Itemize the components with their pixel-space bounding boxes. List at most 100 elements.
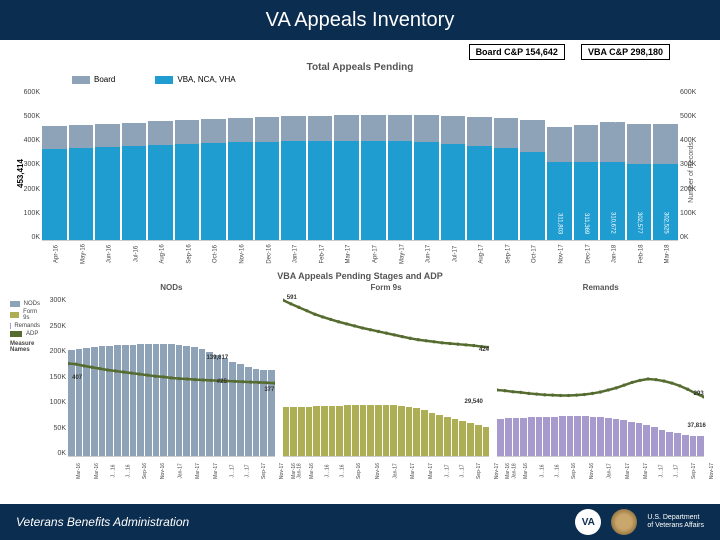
line-annotation: 29,540: [465, 399, 483, 405]
panel-bar: [505, 418, 512, 456]
panel-bar: [605, 418, 612, 456]
panel-bar: [222, 358, 229, 456]
line-annotation: 293: [694, 391, 704, 397]
legend-label: Remands: [14, 323, 40, 329]
legend-label: VBA, NCA, VHA: [177, 75, 235, 84]
line-annotation: 37,816: [687, 423, 705, 429]
legend-item: Board: [72, 75, 115, 84]
panel-bar: [206, 352, 213, 456]
panel-bar: [613, 419, 620, 456]
panel-bar: [628, 422, 635, 456]
x-tick-label: Mar-18: [655, 242, 677, 267]
bottom-y-axis: 300K250K200K150K100K50K0K: [38, 297, 66, 457]
panel-bar: [68, 350, 75, 456]
top-chart-title: Total Appeals Pending: [8, 62, 712, 73]
panel-bar: [383, 405, 390, 456]
bar-annotation: 157,347: [609, 101, 615, 123]
panel-bar: [398, 406, 405, 456]
bottom-legend: NODsForm 9sRemandsADPMeasure Names: [10, 301, 40, 353]
panel-bar: [559, 416, 566, 456]
bar-segment-vba: [42, 149, 67, 240]
legend-label: ADP: [26, 331, 38, 337]
panel-bar: [99, 346, 106, 456]
bar-column: [148, 89, 173, 240]
bar-segment-board: [148, 121, 173, 145]
page-footer: Veterans Benefits Administration VA U.S.…: [0, 504, 720, 540]
bar-segment-vba: [281, 141, 306, 240]
panel-bar: [459, 421, 466, 456]
bar-annotation: 158,716: [663, 101, 669, 123]
panel-bar: [352, 405, 359, 456]
footer-logos: VA U.S. Departmentof Veterans Affairs: [575, 509, 704, 535]
panel-bar: [191, 347, 198, 456]
bar-column: [281, 89, 306, 240]
panel-title: NODs: [68, 283, 275, 295]
panel-plot: [283, 297, 490, 457]
x-tick-label: May-17: [389, 242, 411, 267]
bar-segment-vba: [228, 142, 253, 240]
legend-swatch-icon: [155, 76, 173, 84]
top-chart: BoardVBA, NCA, VHA 453,414 600K500K400K3…: [42, 75, 678, 263]
bar-segment-board: [600, 122, 625, 162]
bar-segment-board: [334, 115, 359, 141]
bar-column: [42, 89, 67, 240]
bar-column: [494, 89, 519, 240]
x-tick-label: Dec-16: [256, 242, 278, 267]
line-annotation: 591: [287, 295, 297, 301]
panel-bar: [429, 413, 436, 456]
line-annotation: #25: [217, 379, 227, 385]
bar-segment-vba: [388, 141, 413, 240]
x-tick-label: Aug-16: [150, 242, 172, 267]
panel-bar: [690, 436, 697, 456]
bar-column: [388, 89, 413, 240]
x-tick-label: May-16: [70, 242, 92, 267]
x-tick-label: Nov-16: [229, 242, 251, 267]
y-tick: 600K: [680, 89, 708, 96]
top-x-labels: Apr-16May-16Jun-16Jul-16Aug-16Sep-16Oct-…: [42, 243, 678, 265]
line-annotation: 407: [72, 375, 82, 381]
panel-bar: [367, 405, 374, 456]
panel-bar: [467, 423, 474, 456]
panel-bar: [497, 419, 504, 456]
panel-bar: [475, 425, 482, 456]
panel-bar: [643, 425, 650, 456]
panel-bar: [91, 347, 98, 456]
panel-bar: [336, 406, 343, 456]
bar-segment-board: [494, 118, 519, 148]
x-tick-label: Oct-17: [522, 242, 544, 267]
line-annotation: 139,617: [206, 355, 228, 361]
panel-bar: [375, 405, 382, 456]
y-tick: 0K: [12, 234, 40, 241]
bar-column: 158,716302,525: [653, 89, 678, 240]
panel-bar: [543, 417, 550, 456]
bar-segment-vba: [467, 146, 492, 240]
bar-segment-board: [388, 115, 413, 142]
bar-column: 157,347310,672: [600, 89, 625, 240]
panel-bar: [483, 427, 490, 456]
panel-bar: [245, 367, 252, 456]
panel-title: Remands: [497, 283, 704, 295]
bar-annotation: 302,577: [636, 212, 642, 234]
panel-bar: [406, 407, 413, 456]
x-tick-label: Feb-18: [628, 242, 650, 267]
panel-bar: [268, 370, 275, 456]
panel-bar: [390, 405, 397, 456]
bar-column: 137,341311,803: [547, 89, 572, 240]
y-tick: 0K: [680, 234, 708, 241]
x-tick-label: Sep-16: [176, 242, 198, 267]
panel-bar: [290, 407, 297, 456]
panel-x-labels: Mar-16Mar-16J…16J…16Sep-16Nov-16Jan-17Ma…: [283, 459, 490, 483]
panel-bar: [360, 405, 367, 456]
bottom-chart-title: VBA Appeals Pending Stages and ADP: [8, 271, 712, 281]
panel: NODs407377139,617#25Mar-16Mar-16J…16J…16…: [68, 283, 275, 483]
bar-annotation: 141,161: [583, 101, 589, 123]
bar-segment-vba: [201, 143, 226, 240]
panel-bar: [306, 407, 313, 456]
x-tick-label: Nov-17: [548, 242, 570, 267]
bar-column: [255, 89, 280, 240]
panel-bar: [597, 417, 604, 456]
bar-segment-board: [201, 119, 226, 143]
footer-text: Veterans Benefits Administration: [16, 515, 189, 529]
panel-bar: [130, 345, 137, 456]
x-tick-label: Jul-17: [442, 242, 464, 267]
